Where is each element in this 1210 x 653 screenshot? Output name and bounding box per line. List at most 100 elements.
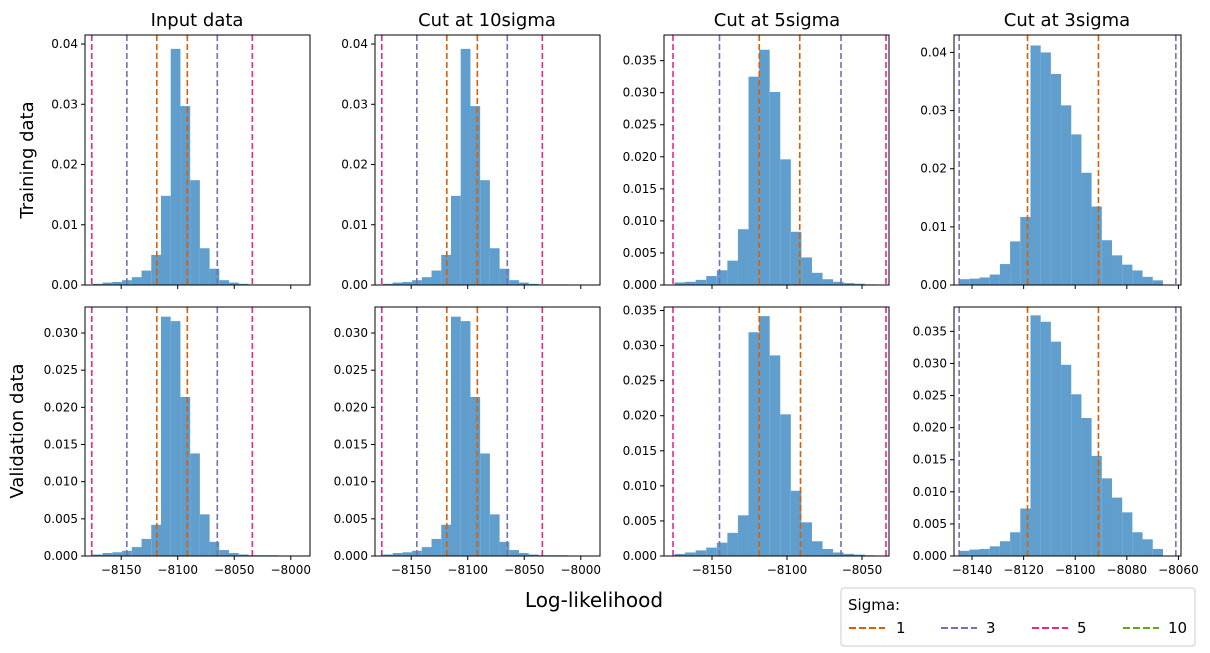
histogram-bar: [790, 490, 802, 556]
histogram-bar: [706, 276, 717, 285]
y-tick-label: 0.010: [334, 475, 368, 489]
histogram-bar: [170, 48, 181, 285]
y-tick-label: 0.02: [341, 158, 368, 172]
y-tick-label: 0.005: [913, 517, 947, 531]
legend-label-1: 1: [896, 619, 906, 637]
y-tick-label: 0.035: [913, 324, 947, 338]
col-title-2: Cut at 10sigma: [418, 10, 556, 31]
histogram-bar: [382, 554, 393, 556]
y-tick-label: 0.030: [623, 86, 657, 100]
histogram-bar: [509, 550, 520, 556]
histogram-bar: [959, 279, 970, 285]
row-label-training: Training data: [17, 101, 38, 219]
histogram-bar: [209, 541, 220, 556]
histogram-bar: [190, 180, 200, 285]
histogram-bar: [737, 515, 749, 556]
histogram-bar: [499, 268, 510, 285]
y-tick-label: 0.03: [51, 97, 78, 111]
x-tick-label: −8100: [767, 563, 808, 577]
y-tick-label: 0.025: [913, 389, 947, 403]
axes-frame: [374, 34, 601, 286]
histogram-bar: [392, 282, 403, 285]
histogram-bar: [131, 277, 142, 285]
y-tick-label: 0.005: [334, 512, 368, 526]
histogram-bar: [499, 541, 510, 556]
histogram-bar: [790, 231, 802, 285]
histogram-bar: [199, 514, 210, 556]
axes-frame: [663, 306, 890, 557]
histogram-bar: [748, 332, 760, 556]
y-tick-label: 0.030: [623, 339, 657, 353]
y-tick-label: 0.000: [913, 549, 947, 563]
histogram-bar: [811, 272, 823, 285]
histogram-bar: [959, 550, 970, 556]
histogram-bar: [769, 355, 781, 556]
histogram-bar: [382, 283, 393, 285]
histogram-bar: [160, 195, 171, 285]
y-tick-label: 0.030: [334, 326, 368, 340]
histogram-bar: [470, 106, 481, 285]
axes-frame: [84, 306, 311, 557]
histogram-bar: [969, 549, 980, 556]
histogram-bar: [979, 277, 990, 285]
x-tick-label: −8150: [692, 563, 733, 577]
histogram-bar: [180, 106, 191, 285]
axes-frame: [374, 306, 601, 557]
histogram-bar: [141, 270, 152, 285]
histogram-bar: [519, 553, 529, 556]
histogram-bar: [989, 546, 1000, 556]
histogram-bar: [695, 279, 707, 285]
y-tick-label: 0.015: [623, 444, 657, 458]
histogram-bar: [141, 538, 152, 556]
histogram-bar: [219, 550, 230, 556]
histogram-bar: [480, 453, 490, 556]
histogram-bar: [979, 548, 990, 556]
histogram-bar: [1050, 73, 1062, 285]
axes-frame: [84, 34, 311, 286]
histogram-bar: [854, 283, 865, 285]
x-tick-label: −8100: [157, 563, 198, 577]
histogram-bar: [151, 524, 161, 556]
histogram-bar: [1030, 45, 1041, 285]
histogram-bar: [1050, 341, 1062, 556]
y-tick-label: 0.01: [341, 218, 368, 232]
plot-area: [90, 307, 278, 556]
x-tick-label: −8050: [504, 563, 545, 577]
y-tick-label: 0.015: [44, 438, 78, 452]
y-tick-label: 0.020: [334, 400, 368, 414]
histogram-bar: [685, 281, 696, 285]
y-tick-label: 0.010: [913, 485, 947, 499]
histogram-bar: [199, 248, 210, 285]
y-tick-label: 0.04: [341, 37, 368, 51]
panel-r2-c4: 0.000 0.005 0.010 0.015 0.020 0.025 0.030 0.035…: [913, 306, 1199, 577]
histogram-bar: [402, 281, 413, 285]
histogram-bar: [229, 553, 239, 556]
histogram-bar: [489, 514, 500, 556]
histogram-bar: [1020, 216, 1031, 285]
histogram-bar: [843, 283, 855, 285]
histogram-bar: [833, 281, 844, 285]
histogram-bar: [1071, 134, 1082, 285]
histogram-bar: [450, 316, 461, 556]
x-axis-label: Log-likelihood: [525, 588, 663, 612]
y-tick-label: 0.03: [920, 104, 947, 118]
col-title-4: Cut at 3sigma: [1004, 10, 1130, 31]
y-tick-label: 0.025: [623, 118, 657, 132]
histogram-bar: [759, 316, 770, 556]
y-tick-label: 0.020: [44, 400, 78, 414]
histogram-bar: [421, 277, 432, 285]
histogram-bar: [969, 278, 980, 285]
y-tick-label: 0.025: [44, 363, 78, 377]
histogram-bar: [780, 414, 791, 556]
y-tick-label: 0.015: [334, 438, 368, 452]
y-tick-label: 0.035: [623, 54, 657, 68]
histogram-bar: [112, 281, 123, 285]
x-tick-label: −8000: [560, 563, 601, 577]
histogram-bar: [716, 542, 728, 556]
x-tick-label: −8060: [1158, 563, 1199, 577]
legend-frame: [840, 587, 1196, 647]
y-tick-label: 0.000: [623, 549, 657, 563]
histogram-bar: [528, 554, 539, 556]
histogram-bar: [1152, 548, 1163, 556]
panel-r2-c2: 0.000 0.005 0.010 0.015 0.020 0.025 0.030 −8150…: [334, 306, 601, 577]
